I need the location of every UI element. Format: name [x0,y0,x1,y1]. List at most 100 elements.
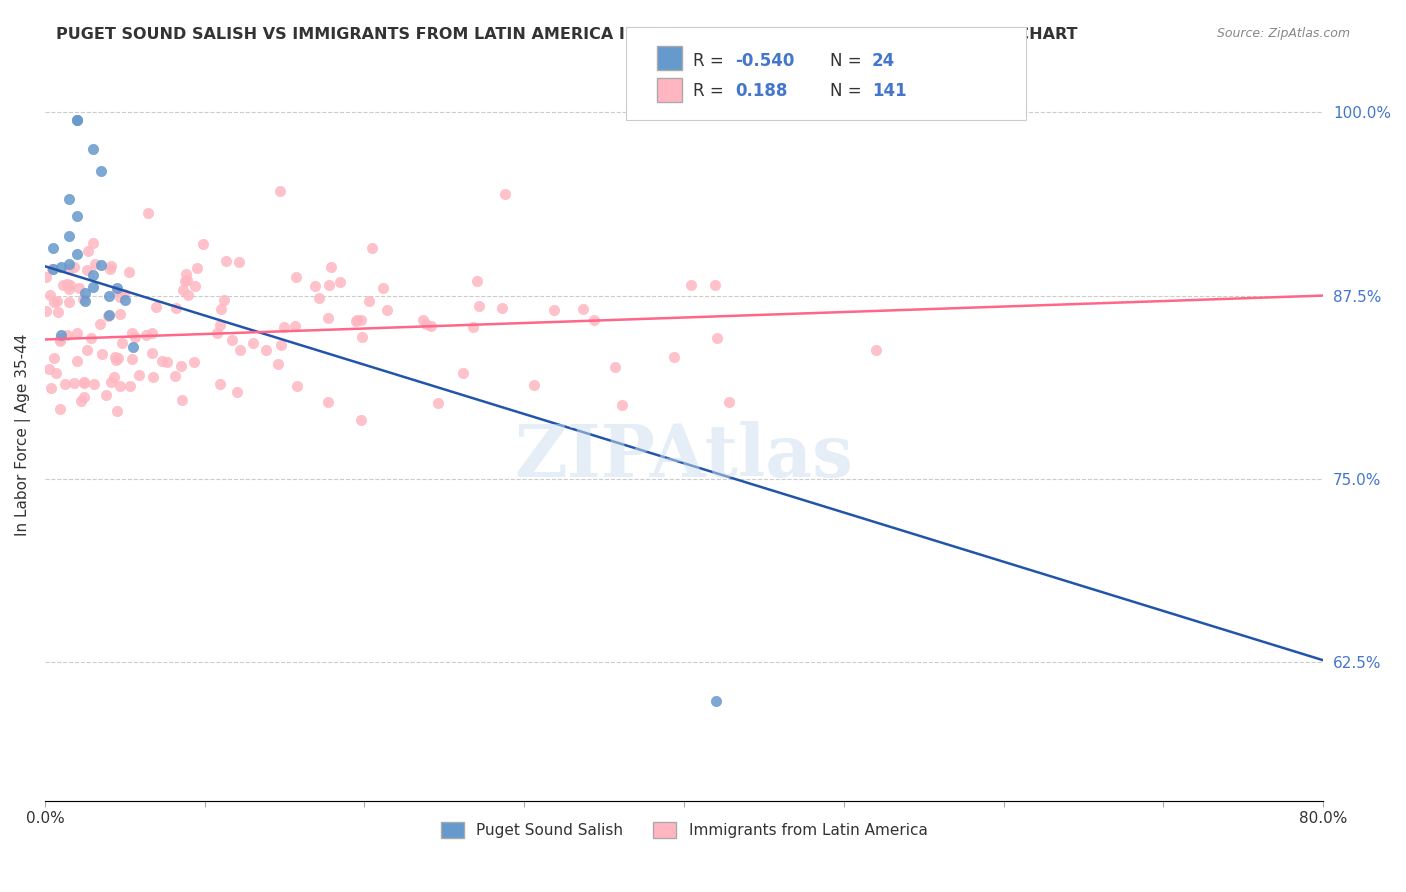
Point [174,274,197,288]
Point [718,394,741,409]
Point [135,327,157,342]
Point [45,366,67,380]
Point [703,277,725,292]
Point [72,292,94,306]
Point [465,274,488,288]
Point [319,260,342,275]
Point [284,270,307,285]
Text: ZIPAtlas: ZIPAtlas [515,421,853,492]
Point [603,359,626,374]
Text: R =: R = [693,82,730,100]
Point [316,395,339,409]
Point [56,327,79,342]
Y-axis label: In Labor Force | Age 35-44: In Labor Force | Age 35-44 [15,334,31,536]
Text: PUGET SOUND SALISH VS IMMIGRANTS FROM LATIN AMERICA IN LABOR FORCE | AGE 35-44 C: PUGET SOUND SALISH VS IMMIGRANTS FROM LA… [56,27,1078,43]
Text: N =: N = [830,82,866,100]
Point [121,340,143,354]
Point [304,278,326,293]
Point [73,285,96,300]
Point [66,112,89,127]
Point [610,399,633,413]
Point [110,379,132,393]
Point [38,287,60,301]
Point [59,278,82,293]
Point [350,413,373,427]
Point [107,351,129,366]
Point [58,261,80,276]
Point [228,255,250,269]
Point [329,275,352,289]
Point [344,314,367,328]
Point [284,319,307,334]
Point [53,377,76,392]
Point [97,308,120,322]
Point [865,343,887,358]
Point [97,288,120,302]
Point [419,319,441,334]
Point [103,350,125,364]
Point [270,337,292,351]
Point [453,366,475,380]
Point [174,267,197,281]
Point [308,291,330,305]
Point [184,279,207,293]
Point [170,392,193,407]
Point [73,376,96,390]
Point [97,309,120,323]
Point [165,301,187,315]
Point [318,277,340,292]
Point [66,247,89,261]
Point [494,186,516,201]
Point [412,313,434,327]
Point [208,377,231,392]
Point [105,284,128,298]
Point [150,353,173,368]
Point [226,384,249,399]
Point [105,281,128,295]
Point [63,376,86,390]
Point [79,331,101,345]
Point [73,390,96,404]
Point [176,288,198,302]
Point [35,304,58,318]
Point [58,257,80,271]
Point [67,281,90,295]
Point [76,343,98,358]
Point [267,357,290,371]
Point [124,330,146,344]
Point [350,312,373,326]
Point [141,346,163,360]
Point [55,277,77,291]
Point [287,379,309,393]
Point [572,302,595,317]
Point [142,370,165,384]
Point [69,393,91,408]
Point [242,335,264,350]
Point [165,369,187,384]
Point [415,317,437,331]
Point [664,351,686,365]
Point [42,351,65,365]
Point [209,301,232,316]
Point [41,262,63,277]
Point [681,278,703,293]
Point [170,359,193,373]
Point [38,361,60,376]
Point [76,244,98,258]
Point [228,343,250,358]
Point [704,694,727,708]
Point [377,303,399,318]
Text: 24: 24 [872,52,896,70]
Point [62,260,84,274]
Point [82,280,104,294]
Legend: Puget Sound Salish, Immigrants from Latin America: Puget Sound Salish, Immigrants from Lati… [434,816,934,845]
Point [215,254,238,268]
Point [42,241,65,255]
Point [373,281,395,295]
Point [172,283,194,297]
Point [82,142,104,156]
Point [100,376,122,390]
Point [350,330,373,344]
Point [543,303,565,318]
Point [66,353,89,368]
